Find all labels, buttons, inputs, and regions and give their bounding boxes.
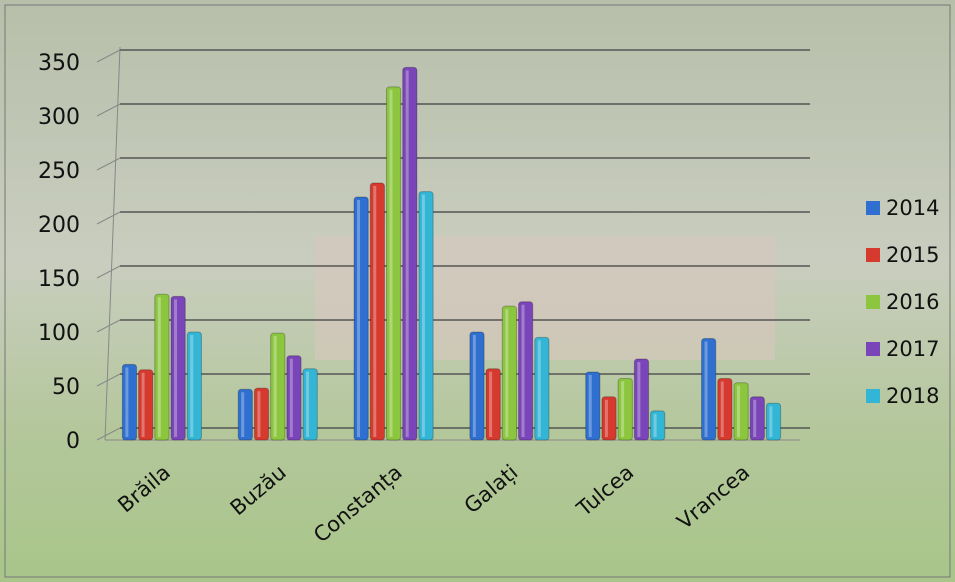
legend-swatch — [866, 295, 880, 309]
legend-label: 2018 — [886, 384, 939, 408]
bar — [402, 66, 418, 441]
tick-mark — [96, 373, 121, 387]
bar-highlight — [357, 200, 361, 437]
tick-mark — [96, 157, 121, 171]
legend-label: 2015 — [886, 243, 939, 267]
frame — [4, 4, 951, 578]
bar-highlight — [637, 362, 641, 437]
bar — [237, 388, 253, 441]
bar — [353, 196, 369, 441]
bar-highlight — [141, 372, 145, 437]
bar — [121, 363, 138, 441]
bar-highlight — [157, 297, 161, 437]
bar-highlight — [720, 381, 724, 437]
bar — [601, 396, 617, 441]
bar-highlight — [753, 399, 757, 437]
y-tick-label: 350 — [38, 51, 80, 76]
legend-swatch — [866, 342, 880, 356]
bar-highlight — [190, 335, 194, 437]
tick-mark — [96, 319, 121, 333]
legend-label: 2014 — [886, 196, 939, 220]
bar — [518, 301, 534, 441]
legend-swatch — [866, 389, 880, 403]
bar-highlight — [241, 392, 245, 437]
bar-highlight — [769, 406, 773, 437]
tick-mark — [96, 427, 121, 441]
tick-mark — [96, 265, 121, 279]
bar-highlight — [505, 309, 509, 437]
bar-highlight — [588, 374, 592, 437]
bar-highlight — [704, 341, 708, 437]
bar-highlight — [653, 413, 657, 437]
legend-label: 2016 — [886, 290, 939, 314]
bar-highlight — [174, 299, 178, 437]
bar — [418, 191, 434, 441]
bar-highlight — [472, 335, 476, 437]
bar-highlight — [421, 194, 425, 437]
bar — [302, 368, 318, 441]
y-axis — [104, 46, 121, 441]
bar — [717, 377, 733, 441]
bar — [585, 371, 601, 441]
y-tick-label: 250 — [38, 159, 80, 184]
bar — [749, 396, 765, 441]
y-tick-label: 150 — [38, 267, 80, 292]
bar-highlight — [257, 391, 261, 437]
bar-highlight — [621, 381, 625, 437]
bar — [485, 368, 501, 441]
y-tick-label: 300 — [38, 105, 80, 130]
tick-mark — [96, 103, 121, 117]
bar — [617, 377, 633, 441]
y-tick-label: 100 — [38, 321, 80, 346]
legend-label: 2017 — [886, 337, 939, 361]
bar-highlight — [373, 185, 377, 437]
bar — [701, 337, 717, 441]
bar — [650, 410, 666, 441]
bar — [633, 358, 650, 441]
legend-swatch — [866, 201, 880, 215]
bar — [765, 402, 782, 441]
tick-mark — [96, 49, 121, 63]
bar-highlight — [289, 358, 293, 437]
bar — [253, 387, 270, 441]
y-tick-label: 0 — [66, 429, 80, 454]
bar — [534, 336, 550, 441]
bar — [154, 293, 170, 441]
tick-mark — [96, 211, 121, 225]
bar — [270, 332, 286, 441]
bar-highlight — [306, 371, 310, 437]
bar-highlight — [489, 371, 493, 437]
y-tick-label: 50 — [52, 375, 80, 400]
bar — [138, 369, 154, 441]
bar — [733, 382, 749, 441]
y-tick-label: 200 — [38, 213, 80, 238]
bar-highlight — [604, 399, 608, 437]
bar-highlight — [125, 367, 129, 437]
bar — [170, 295, 186, 441]
bar-highlight — [736, 385, 740, 437]
bar-highlight — [521, 304, 525, 437]
bar — [385, 86, 402, 441]
bar — [501, 305, 518, 441]
bar-highlight — [405, 70, 409, 438]
legend-swatch — [866, 248, 880, 262]
bar-highlight — [273, 336, 277, 437]
bar — [369, 182, 385, 441]
bar — [286, 355, 302, 441]
bar — [186, 331, 202, 441]
bar — [469, 331, 485, 441]
bar-highlight — [537, 340, 541, 437]
bar-highlight — [389, 89, 393, 437]
